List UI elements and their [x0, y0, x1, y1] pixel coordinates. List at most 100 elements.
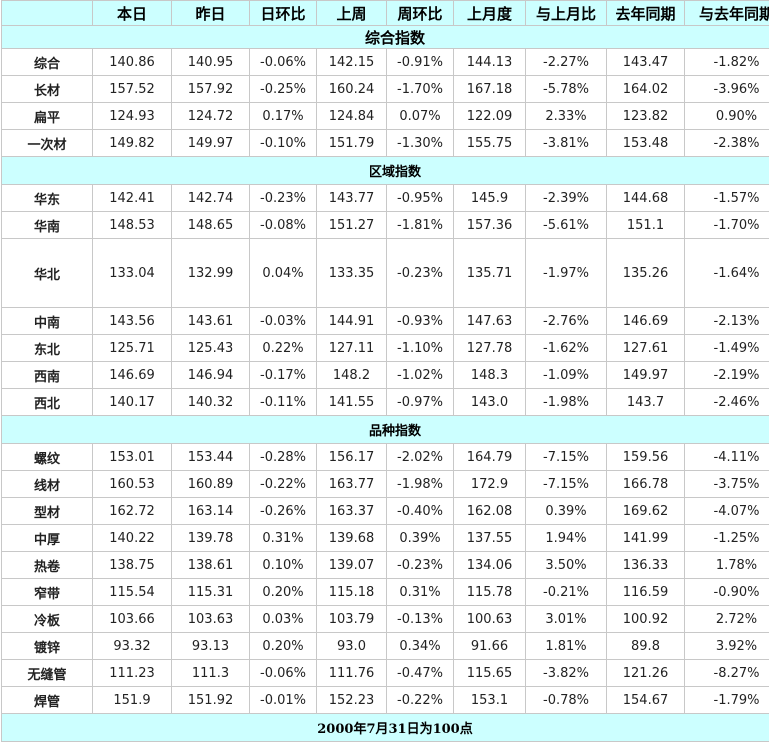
row-label: 冷板 [1, 605, 93, 633]
value-cell: 156.17 [316, 443, 387, 471]
change-cell: 0.04% [249, 238, 317, 308]
value-cell: 144.13 [453, 48, 526, 76]
value-cell: 122.09 [453, 102, 526, 130]
value-cell: 103.66 [92, 605, 172, 633]
change-cell: -3.96% [684, 75, 769, 103]
row-label: 螺纹 [1, 443, 93, 471]
change-cell: 0.07% [386, 102, 454, 130]
change-cell: -0.22% [386, 686, 454, 714]
change-cell: 3.92% [684, 632, 769, 660]
value-cell: 100.63 [453, 605, 526, 633]
change-cell: -8.27% [684, 659, 769, 687]
value-cell: 149.97 [171, 129, 250, 157]
value-cell: 151.1 [606, 211, 685, 239]
change-cell: -0.28% [249, 443, 317, 471]
table-row: 华南 148.53 148.65 -0.08% 151.27 -1.81% 157.36 -5… [1, 211, 769, 239]
change-cell: -4.11% [684, 443, 769, 471]
change-cell: -1.70% [386, 75, 454, 103]
value-cell: 139.68 [316, 524, 387, 552]
value-cell: 148.3 [453, 361, 526, 389]
column-header: 昨日 [171, 0, 250, 26]
value-cell: 160.24 [316, 75, 387, 103]
table-row: 华北 133.04 132.99 0.04% 133.35 -0.23% 135.71 -1.… [1, 238, 769, 308]
value-cell: 153.44 [171, 443, 250, 471]
value-cell: 143.77 [316, 184, 387, 212]
value-cell: 163.14 [171, 497, 250, 525]
change-cell: -0.23% [386, 238, 454, 308]
section-title: 综合指数 [1, 25, 769, 49]
change-cell: -0.23% [249, 184, 317, 212]
change-cell: -4.07% [684, 497, 769, 525]
row-label: 西南 [1, 361, 93, 389]
change-cell: 0.20% [249, 578, 317, 606]
value-cell: 103.79 [316, 605, 387, 633]
change-cell: -0.25% [249, 75, 317, 103]
change-cell: 1.81% [525, 632, 607, 660]
value-cell: 136.33 [606, 551, 685, 579]
value-cell: 142.74 [171, 184, 250, 212]
change-cell: -0.90% [684, 578, 769, 606]
table-row: 窄带 115.54 115.31 0.20% 115.18 0.31% 115.78 -0.2… [1, 578, 769, 606]
value-cell: 157.92 [171, 75, 250, 103]
change-cell: -0.01% [249, 686, 317, 714]
value-cell: 164.02 [606, 75, 685, 103]
change-cell: -2.46% [684, 388, 769, 416]
value-cell: 147.63 [453, 307, 526, 335]
change-cell: 3.50% [525, 551, 607, 579]
value-cell: 154.67 [606, 686, 685, 714]
value-cell: 133.35 [316, 238, 387, 308]
change-cell: 2.72% [684, 605, 769, 633]
value-cell: 163.77 [316, 470, 387, 498]
change-cell: -1.97% [525, 238, 607, 308]
change-cell: -1.79% [684, 686, 769, 714]
table-row: 中厚 140.22 139.78 0.31% 139.68 0.39% 137.55 1.94… [1, 524, 769, 552]
change-cell: 0.20% [249, 632, 317, 660]
value-cell: 127.11 [316, 334, 387, 362]
row-label: 东北 [1, 334, 93, 362]
value-cell: 144.68 [606, 184, 685, 212]
value-cell: 143.7 [606, 388, 685, 416]
section-title: 区域指数 [1, 156, 769, 185]
value-cell: 125.71 [92, 334, 172, 362]
value-cell: 152.23 [316, 686, 387, 714]
change-cell: -1.98% [525, 388, 607, 416]
table-row: 线材 160.53 160.89 -0.22% 163.77 -1.98% 172.9 -7.… [1, 470, 769, 498]
change-cell: -3.75% [684, 470, 769, 498]
column-header: 与去年同期 [684, 0, 769, 26]
change-cell: -5.78% [525, 75, 607, 103]
value-cell: 93.0 [316, 632, 387, 660]
change-cell: 0.31% [249, 524, 317, 552]
value-cell: 148.2 [316, 361, 387, 389]
value-cell: 148.53 [92, 211, 172, 239]
value-cell: 140.32 [171, 388, 250, 416]
value-cell: 91.66 [453, 632, 526, 660]
value-cell: 115.31 [171, 578, 250, 606]
value-cell: 149.97 [606, 361, 685, 389]
table-row: 冷板 103.66 103.63 0.03% 103.79 -0.13% 100.63 3.0… [1, 605, 769, 633]
column-header: 与上月比 [525, 0, 607, 26]
change-cell: 0.17% [249, 102, 317, 130]
column-header-corner [1, 0, 93, 26]
footer-note: 2000年7月31日为100点 [1, 713, 769, 742]
value-cell: 159.56 [606, 443, 685, 471]
change-cell: -1.98% [386, 470, 454, 498]
change-cell: -1.25% [684, 524, 769, 552]
value-cell: 144.91 [316, 307, 387, 335]
value-cell: 140.22 [92, 524, 172, 552]
change-cell: -0.97% [386, 388, 454, 416]
value-cell: 146.69 [606, 307, 685, 335]
change-cell: 0.22% [249, 334, 317, 362]
value-cell: 103.63 [171, 605, 250, 633]
change-cell: -0.91% [386, 48, 454, 76]
column-header: 日环比 [249, 0, 317, 26]
value-cell: 93.32 [92, 632, 172, 660]
value-cell: 160.53 [92, 470, 172, 498]
row-label: 焊管 [1, 686, 93, 714]
column-header: 上周 [316, 0, 387, 26]
table-row: 无缝管 111.23 111.3 -0.06% 111.76 -0.47% 115.65 -3… [1, 659, 769, 687]
section-title: 品种指数 [1, 415, 769, 444]
value-cell: 139.78 [171, 524, 250, 552]
section-header-row: 区域指数 [1, 156, 769, 185]
